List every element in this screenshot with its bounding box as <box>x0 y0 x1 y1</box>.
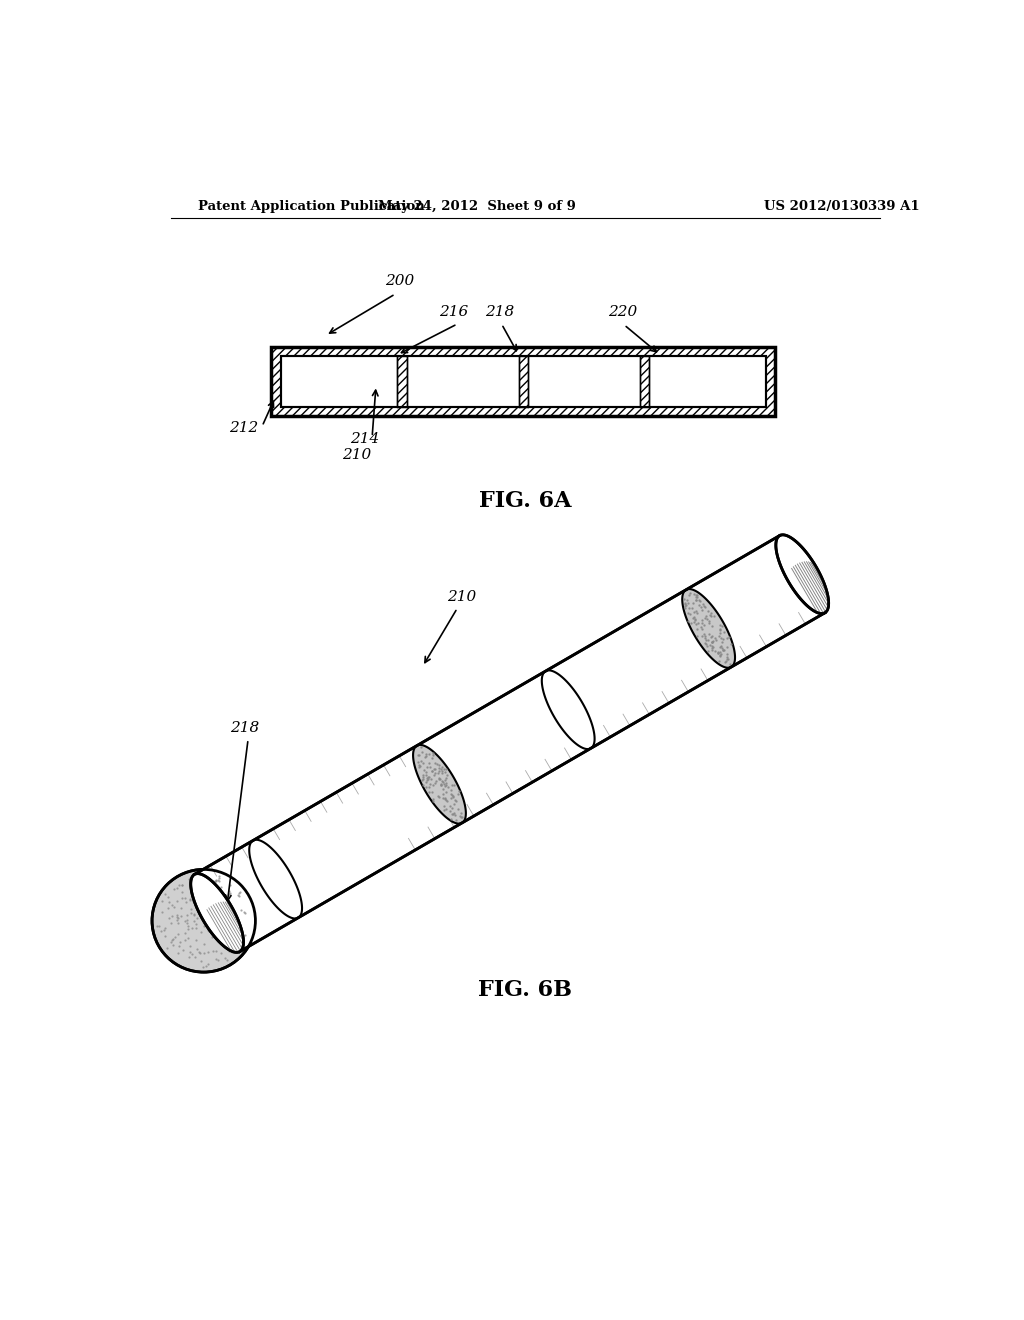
Text: 220: 220 <box>608 305 637 319</box>
Polygon shape <box>682 589 735 668</box>
Bar <box>397 356 407 407</box>
Text: 200: 200 <box>385 275 414 289</box>
Text: FIG. 6A: FIG. 6A <box>478 490 571 512</box>
Text: 212: 212 <box>229 421 258 434</box>
Text: 218: 218 <box>229 721 259 735</box>
Text: 214: 214 <box>350 433 379 446</box>
Polygon shape <box>190 874 244 952</box>
Bar <box>281 356 766 407</box>
Bar <box>640 356 649 407</box>
Bar <box>518 356 528 407</box>
Polygon shape <box>413 744 466 824</box>
Bar <box>281 356 766 407</box>
Text: Patent Application Publication: Patent Application Publication <box>198 199 425 213</box>
Bar <box>271 347 775 416</box>
Text: FIG. 6B: FIG. 6B <box>478 979 571 1001</box>
Circle shape <box>152 870 255 972</box>
Bar <box>281 356 766 407</box>
Polygon shape <box>776 535 828 614</box>
Polygon shape <box>249 840 302 919</box>
Text: 218: 218 <box>485 305 515 319</box>
Polygon shape <box>195 536 825 952</box>
Text: 210: 210 <box>342 447 372 462</box>
Text: US 2012/0130339 A1: US 2012/0130339 A1 <box>764 199 920 213</box>
Bar <box>271 347 775 416</box>
Polygon shape <box>542 671 595 748</box>
Text: 210: 210 <box>446 590 476 605</box>
Text: 216: 216 <box>439 305 468 319</box>
Text: May 24, 2012  Sheet 9 of 9: May 24, 2012 Sheet 9 of 9 <box>378 199 575 213</box>
